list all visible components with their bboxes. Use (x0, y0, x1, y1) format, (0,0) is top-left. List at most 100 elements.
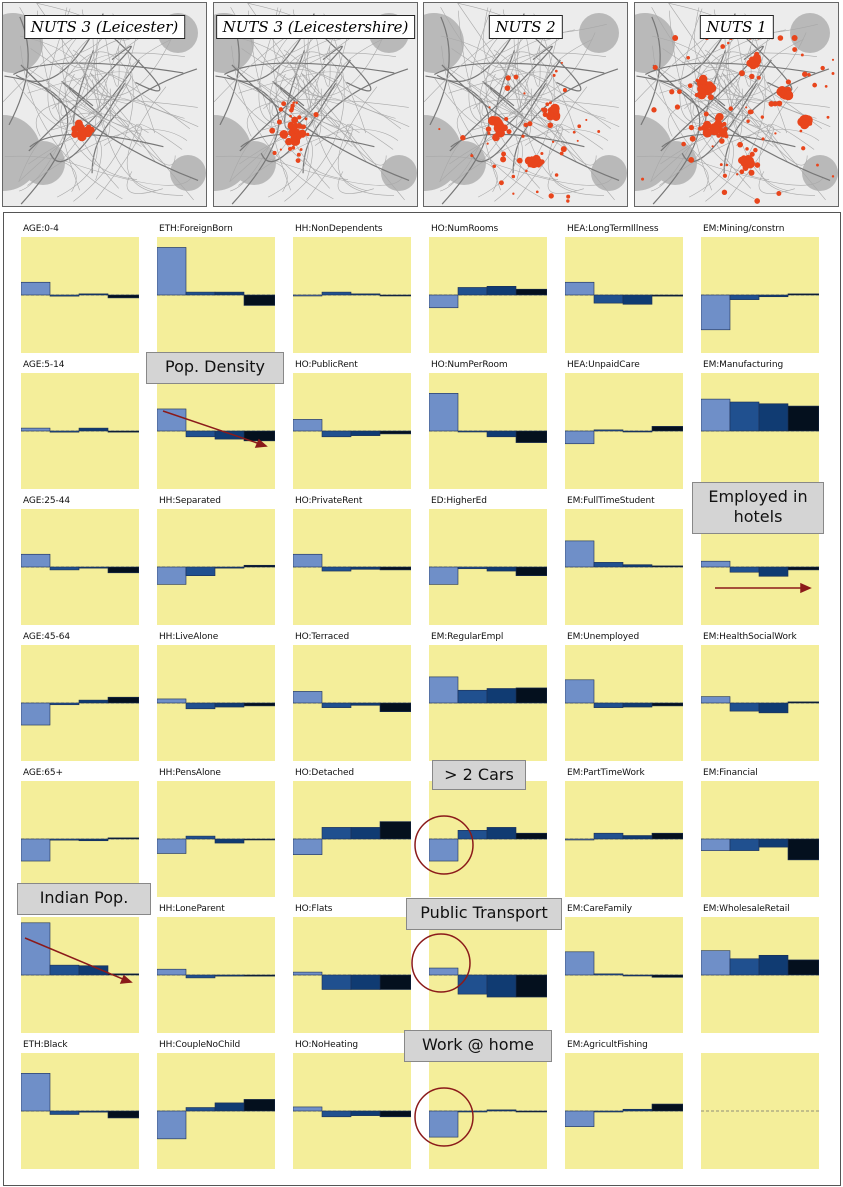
highlight-region (272, 150, 277, 156)
map-title: NUTS 3 (Leicestershire) (215, 15, 416, 39)
bar (622, 430, 653, 433)
highlight-region (506, 129, 512, 135)
bar (651, 294, 683, 297)
road (547, 171, 584, 194)
chart-cell-plot (701, 373, 819, 489)
highlight-region (576, 139, 579, 142)
highlight-region (492, 164, 497, 169)
bar (429, 676, 459, 704)
chart-cell: EM:HealthSocialWork (701, 631, 826, 767)
highlight-region (776, 191, 782, 196)
road (651, 7, 807, 97)
highlight-region (297, 139, 300, 143)
road (8, 16, 29, 126)
highlight-region (800, 53, 804, 57)
highlight-region (677, 89, 682, 95)
bar (107, 430, 139, 433)
bar (49, 294, 80, 297)
bar (321, 430, 352, 438)
highlight-region (542, 112, 548, 118)
highlight-region (674, 104, 681, 110)
highlight-region (785, 79, 792, 85)
bar (293, 691, 323, 704)
road (524, 96, 620, 127)
chart-cell: HO:NumPerRoom (429, 359, 554, 495)
bar (157, 698, 187, 704)
bar (622, 1108, 653, 1112)
chart-cell-label: AGE:0-4 (23, 224, 59, 234)
bar (486, 566, 517, 572)
road (700, 51, 788, 134)
road (479, 69, 548, 191)
road (306, 125, 353, 200)
map-nuts2: NUTS 2 (423, 2, 628, 207)
road (49, 82, 126, 163)
bar (293, 419, 323, 432)
highlight-region (826, 115, 830, 119)
road (279, 51, 367, 134)
bar (651, 565, 683, 568)
road (85, 52, 185, 145)
road (20, 64, 199, 182)
highlight-region (525, 169, 528, 173)
highlight-region (724, 134, 729, 139)
bar (429, 566, 459, 585)
bar (429, 967, 459, 976)
bar (157, 247, 187, 296)
highlight-region (313, 111, 319, 118)
bar (78, 838, 109, 842)
bar (379, 974, 411, 990)
bar (107, 973, 139, 976)
bar (651, 974, 683, 978)
road (230, 7, 386, 97)
highlight-region (824, 84, 828, 88)
bar (593, 973, 624, 976)
highlight-region (577, 124, 582, 129)
road (679, 8, 728, 124)
highlight-region (672, 35, 679, 41)
highlight-region (688, 157, 695, 163)
chart-cell: HH:LoneParent (157, 903, 282, 1039)
highlight-region (820, 65, 825, 71)
bar (107, 566, 139, 574)
bar (701, 950, 731, 976)
road (231, 64, 410, 182)
road (247, 10, 349, 180)
road (235, 66, 353, 147)
highlight-region (572, 130, 576, 134)
road (758, 171, 795, 194)
highlight-region (71, 125, 78, 133)
road (35, 99, 198, 137)
road (479, 62, 611, 129)
highlight-region (681, 141, 686, 147)
highlight-region (807, 121, 813, 126)
bar (107, 696, 139, 704)
highlight-region (749, 73, 755, 80)
bar (350, 1110, 381, 1116)
bar (21, 702, 51, 726)
bar (622, 974, 653, 977)
chart-cell: EM:PartTimeWork (565, 767, 690, 903)
road (239, 45, 343, 152)
highlight-region (512, 192, 515, 195)
road (512, 68, 619, 174)
bar (787, 293, 819, 296)
highlight-region (504, 116, 509, 122)
bar (486, 430, 517, 438)
bar (49, 566, 80, 571)
highlight-region (306, 132, 310, 137)
road (482, 81, 524, 118)
highlight-region (728, 106, 734, 111)
highlight-region (523, 122, 528, 128)
chart-cell-label: HH:Separated (159, 496, 221, 506)
bar (379, 702, 411, 712)
urban-area (21, 141, 65, 185)
highlight-region (548, 193, 554, 199)
bar (321, 1110, 352, 1118)
road (690, 69, 759, 191)
highlight-region (831, 58, 835, 61)
bar (593, 702, 624, 708)
chart-cell-plot (293, 1053, 411, 1169)
chart-cell-plot (157, 645, 275, 761)
chart-cell-label: EM:AgricultFishing (567, 1040, 648, 1050)
